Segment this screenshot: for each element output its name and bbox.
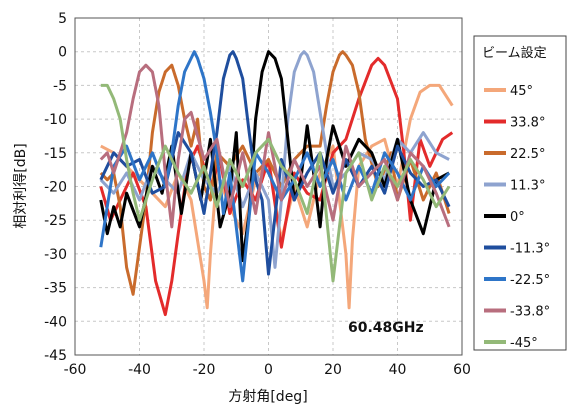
- legend-label: -45°: [510, 336, 538, 351]
- legend-label: 0°: [510, 210, 525, 225]
- x-tick-label: -60: [64, 362, 87, 378]
- y-tick-label: -35: [44, 281, 67, 297]
- x-tick-label: -20: [193, 362, 216, 378]
- x-tick-labels: -60 -40 -20 0 20 40 60: [64, 362, 471, 378]
- y-tick-label: -30: [44, 247, 67, 263]
- plot-frame: [74, 17, 463, 356]
- series-line: [100, 83, 451, 283]
- x-tick-label: 60: [453, 362, 471, 378]
- y-tick-label: -10: [44, 112, 67, 128]
- x-axis-title: 方射角[deg]: [228, 389, 307, 405]
- series-line: [99, 50, 450, 263]
- y-tick-label: -40: [44, 314, 67, 330]
- y-tick-label: -5: [53, 78, 67, 94]
- legend-title: ビーム設定: [482, 45, 547, 61]
- series-line: [99, 50, 451, 283]
- y-tick-label: -15: [44, 146, 67, 162]
- frequency-annotation: 60.48GHz: [348, 320, 424, 336]
- legend: ビーム設定 45° 33.8° 22.5° 11.3° 0° -11.3° -22.5° -3…: [473, 35, 567, 351]
- legend-label: 45°: [510, 84, 533, 99]
- y-tick-labels: 5 0 -5 -10 -15 -20 -25 -30 -35 -40 -45: [44, 11, 67, 364]
- legend-label: -33.8°: [510, 305, 550, 320]
- y-tick-label: -45: [44, 348, 67, 364]
- x-tick-label: 0: [264, 362, 273, 378]
- legend-label: -22.5°: [510, 273, 550, 288]
- series-line: [99, 56, 454, 317]
- y-axis-title: 相対利得[dB]: [12, 143, 29, 228]
- x-tick-label: 20: [324, 362, 342, 378]
- y-tick-label: -25: [44, 213, 67, 229]
- y-tick-label: -20: [44, 180, 67, 196]
- legend-label: -11.3°: [510, 242, 550, 257]
- series-lines: [99, 50, 454, 317]
- legend-items: 45° 33.8° 22.5° 11.3° 0° -11.3° -22.5° -33.8° -4…: [484, 84, 550, 351]
- y-tick-label: 0: [58, 45, 67, 61]
- y-tick-label: 5: [58, 11, 67, 27]
- series-line: [99, 63, 451, 229]
- legend-label: 33.8°: [510, 116, 545, 131]
- x-tick-label: -40: [128, 362, 151, 378]
- legend-label: 22.5°: [510, 147, 545, 162]
- legend-label: 11.3°: [510, 179, 545, 194]
- x-tick-label: 40: [389, 362, 407, 378]
